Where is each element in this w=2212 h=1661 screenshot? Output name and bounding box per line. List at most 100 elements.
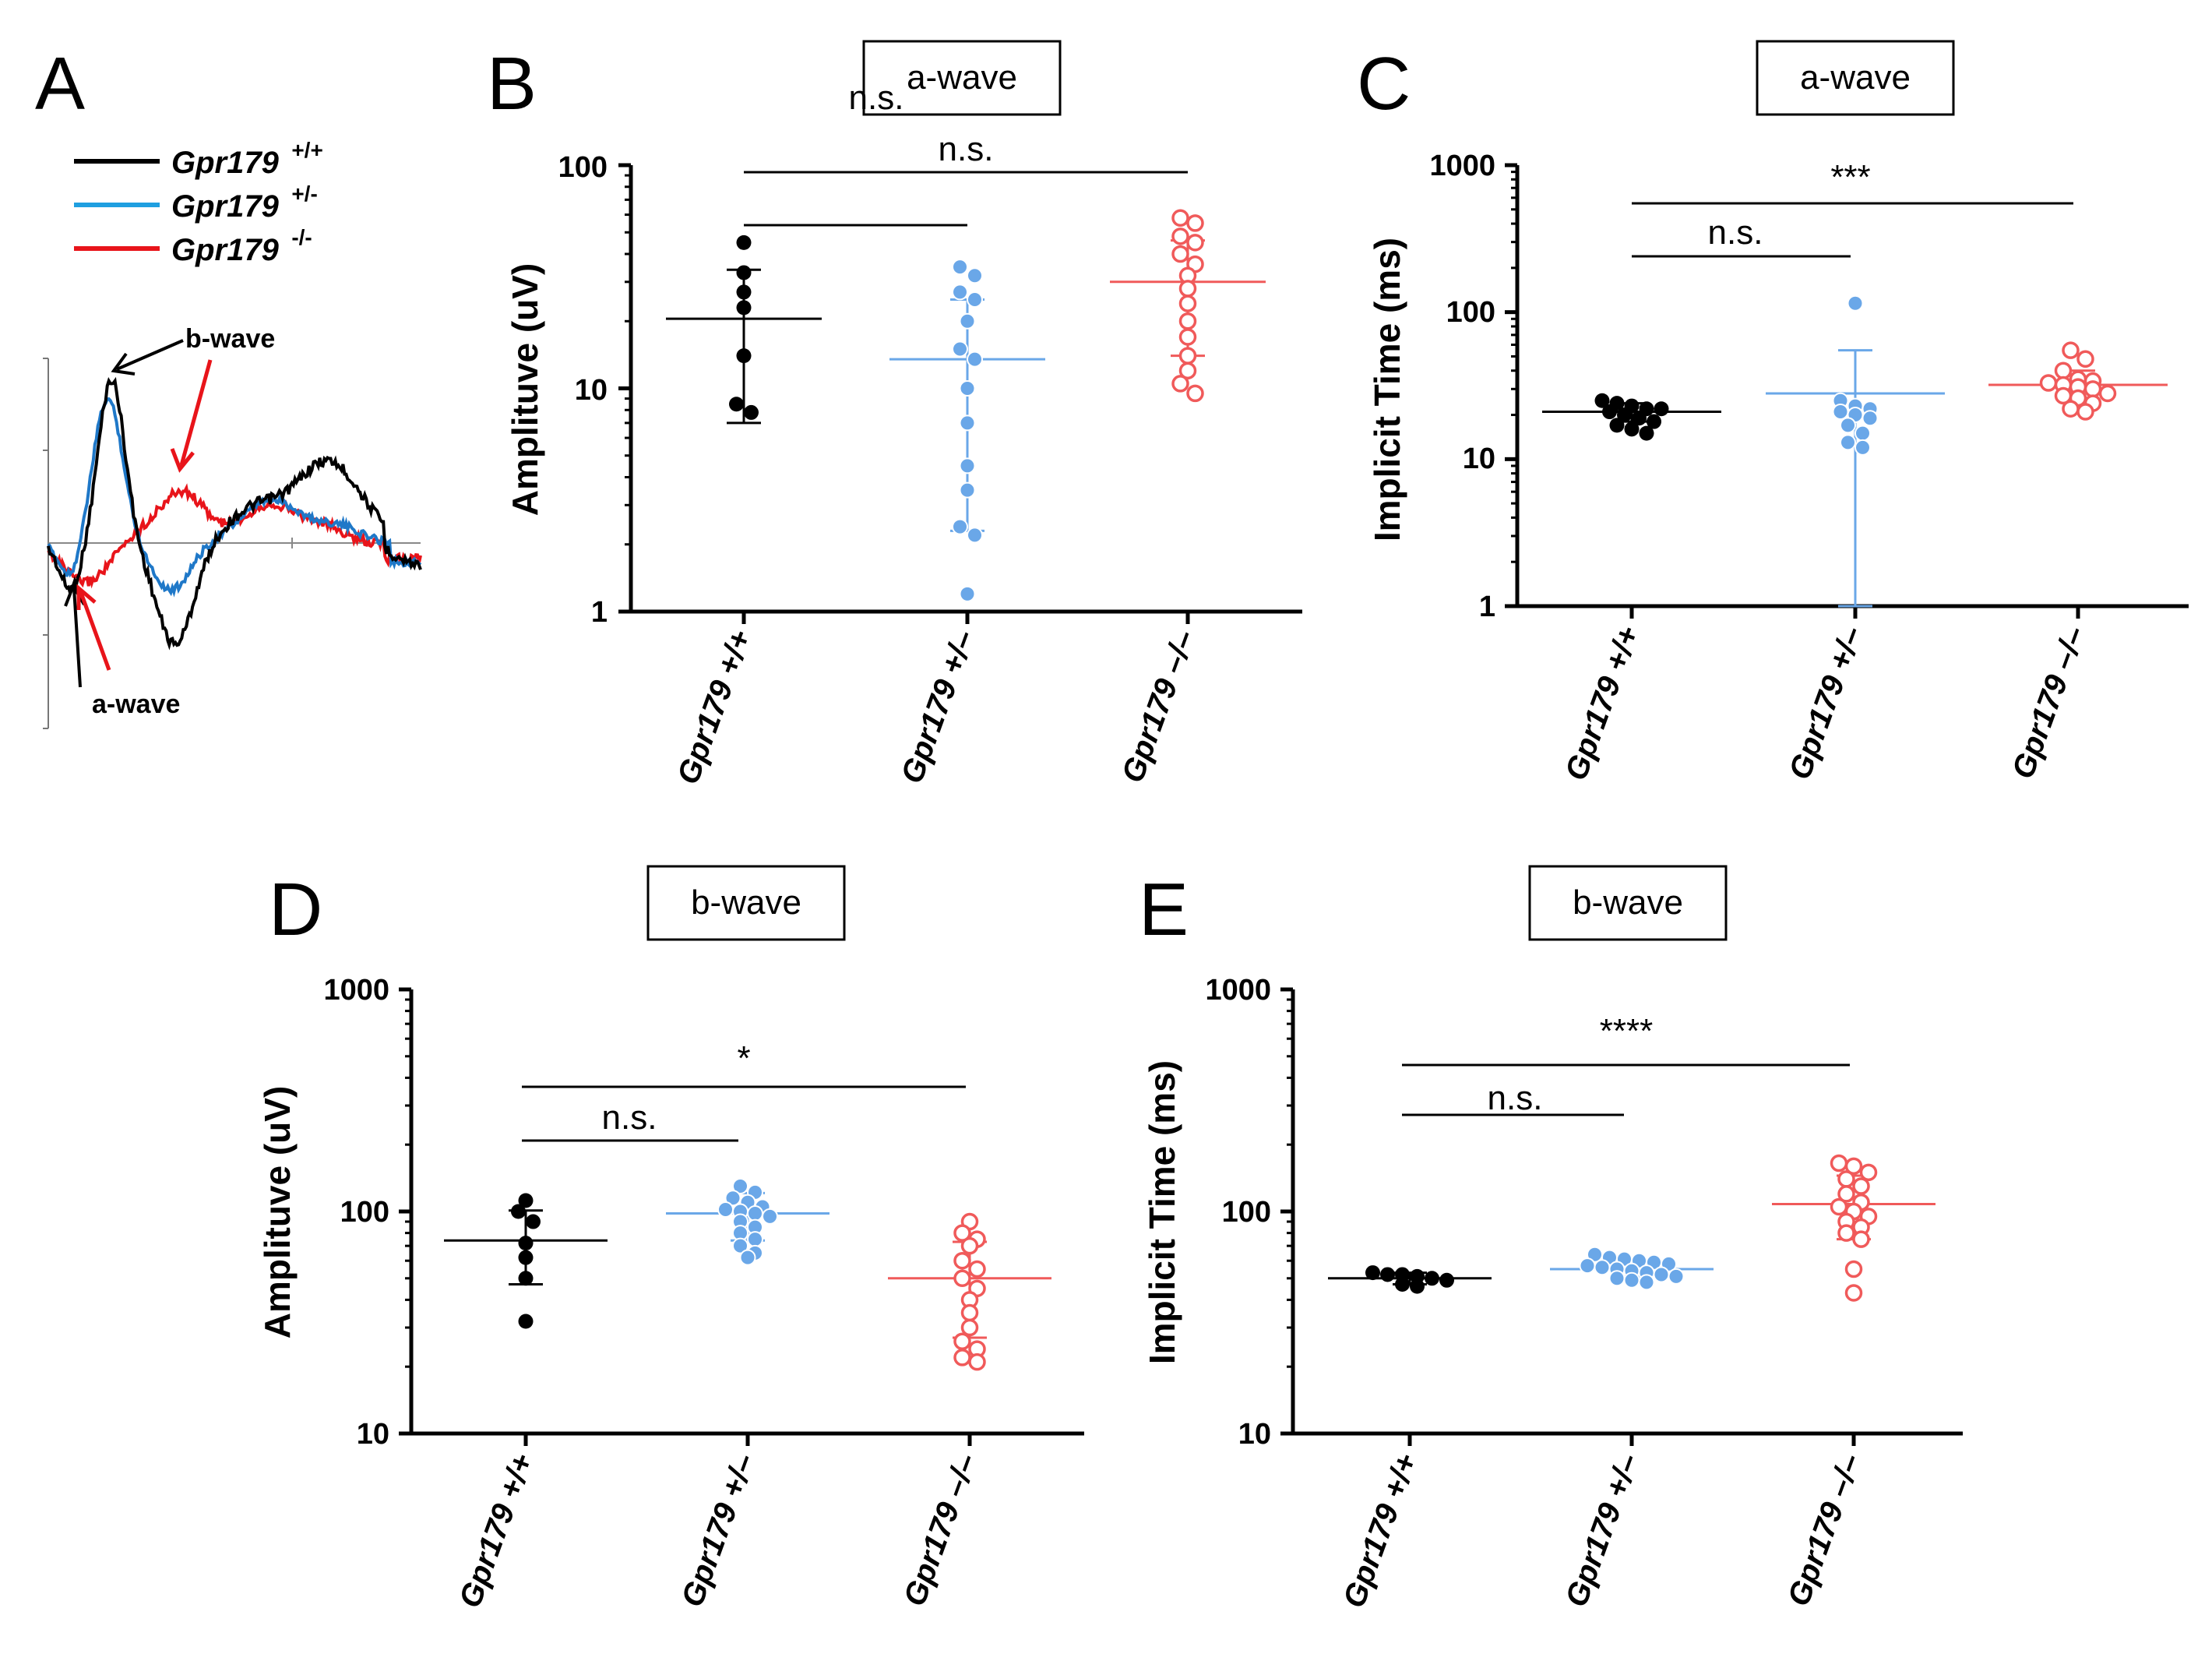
legend-gene-wt: Gpr179 <box>171 146 280 180</box>
b-wave-arrow-red <box>179 359 213 466</box>
x-category-label-ko: Gpr179 –/– <box>2006 622 2092 783</box>
b-wave-arrowhead-red <box>170 448 195 473</box>
y-tick-label: 1000 <box>1429 150 1495 182</box>
panel-label-a: A <box>35 42 85 125</box>
significance-label: *** <box>1830 158 1870 196</box>
data-point <box>959 481 976 499</box>
data-point <box>1602 404 1617 420</box>
y-axis-label: Implicit Time (ms) <box>1142 1060 1182 1364</box>
data-point <box>744 404 759 420</box>
a-wave-annotation: a-wave <box>64 582 180 719</box>
a-wave-label: a-wave <box>92 689 180 719</box>
legend-label-wt: Gpr179 +/+ <box>171 138 323 180</box>
b-wave-arrow-black <box>116 339 184 371</box>
y-tick-label: 1 <box>591 596 608 629</box>
legend: Gpr179 +/+ Gpr179 +/- Gpr179 -/- <box>74 138 323 267</box>
data-point <box>1837 1224 1855 1242</box>
data-point <box>1844 1157 1863 1176</box>
x-category-label-wt: Gpr179 +/+ <box>671 626 758 788</box>
data-point <box>762 1208 778 1225</box>
title-box <box>1528 865 1728 941</box>
data-point <box>959 414 976 432</box>
title-box <box>646 865 846 941</box>
data-point <box>968 1260 986 1278</box>
data-point <box>967 267 983 284</box>
significance-label: * <box>737 1039 750 1077</box>
y-tick-label: 1 <box>1479 591 1495 623</box>
legend-genotype-het: +/- <box>291 182 317 206</box>
data-point <box>1632 411 1647 426</box>
panel-a: A Gpr179 +/+ Gpr179 +/- Gpr179 -/- <box>35 42 422 729</box>
data-point <box>1425 1271 1439 1286</box>
data-point <box>953 1224 971 1242</box>
y-axis-label: Amplituve (uV) <box>505 263 545 517</box>
panel-title: b-wave <box>1573 883 1683 922</box>
data-point <box>953 1269 971 1288</box>
data-point <box>2098 384 2117 403</box>
data-point <box>1608 1270 1626 1287</box>
data-point <box>1837 1170 1855 1188</box>
data-point <box>1844 1284 1863 1302</box>
erg-trace-ko <box>47 483 422 589</box>
data-point <box>1410 1278 1425 1294</box>
data-point <box>1653 1266 1670 1283</box>
data-point <box>1178 361 1197 380</box>
legend-genotype-wt: +/+ <box>291 138 322 162</box>
data-point <box>1844 1260 1863 1278</box>
legend-label-ko: Gpr179 -/- <box>171 225 312 267</box>
legend-gene-het: Gpr179 <box>171 189 280 224</box>
data-point <box>1171 227 1189 245</box>
a-wave-arrow-red <box>78 590 111 671</box>
data-point <box>1638 1274 1655 1291</box>
data-point <box>1840 417 1856 434</box>
data-point <box>967 351 983 368</box>
data-point <box>2062 341 2080 359</box>
data-point <box>2054 361 2073 379</box>
y-tick-label: 100 <box>1446 296 1495 329</box>
data-point <box>1852 1177 1870 1195</box>
data-point <box>736 235 752 250</box>
data-point <box>1830 1154 1848 1173</box>
significance-label: n.s. <box>939 130 994 168</box>
data-point <box>1380 1267 1395 1282</box>
data-point <box>1439 1272 1454 1288</box>
data-point <box>732 1178 748 1195</box>
panel-title: a-wave <box>907 58 1017 97</box>
data-point <box>1186 234 1204 252</box>
data-point <box>2083 380 2102 398</box>
data-point <box>2076 403 2094 421</box>
data-point <box>736 265 752 280</box>
data-point <box>1178 280 1197 298</box>
data-point <box>1624 421 1640 437</box>
data-point <box>724 1190 741 1207</box>
data-point <box>1395 1276 1410 1292</box>
y-tick-label: 10 <box>1463 443 1495 475</box>
legend-genotype-ko: -/- <box>291 225 312 249</box>
x-category-label-ko: Gpr179 –/– <box>1115 626 1202 787</box>
data-point <box>1594 1259 1611 1276</box>
data-point <box>1186 214 1204 232</box>
significance-label: n.s. <box>602 1099 657 1137</box>
data-point <box>1178 312 1197 330</box>
significance-label: n.s. <box>1488 1079 1543 1117</box>
y-tick-label: 10 <box>357 1418 389 1451</box>
data-point <box>511 1204 526 1219</box>
data-point <box>1847 294 1864 312</box>
data-point <box>952 259 968 276</box>
data-point <box>953 1349 971 1367</box>
panel-title: a-wave <box>1800 58 1911 97</box>
x-category-label-wt: Gpr179 +/+ <box>1559 622 1646 785</box>
data-point <box>1186 384 1204 403</box>
data-point <box>959 585 976 602</box>
data-point <box>1859 1163 1878 1182</box>
panel-label-e: E <box>1139 868 1189 951</box>
panel-label-d: D <box>269 868 322 951</box>
legend-label-het: Gpr179 +/- <box>171 182 318 224</box>
title-box <box>1756 40 1955 116</box>
y-tick-label: 1000 <box>1205 974 1271 1007</box>
data-point <box>747 1205 763 1222</box>
x-category-label-het: Gpr179 +/– <box>675 1449 763 1611</box>
data-point <box>1579 1257 1596 1275</box>
data-point <box>1668 1268 1685 1285</box>
